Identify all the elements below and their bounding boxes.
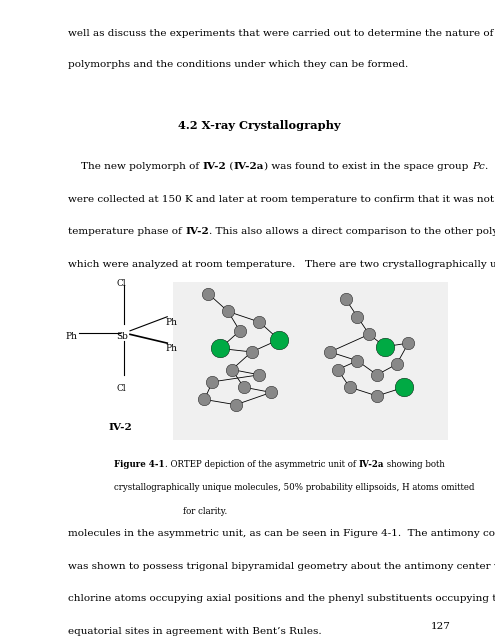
Text: for clarity.: for clarity. (183, 507, 227, 516)
Text: Ph: Ph (165, 344, 177, 353)
Point (353, 356, 361, 366)
Text: The new polymorph of: The new polymorph of (68, 162, 202, 171)
Point (248, 347, 255, 357)
Text: 127: 127 (431, 622, 450, 631)
Text: was shown to possess trigonal bipyramidal geometry about the antimony center wit: was shown to possess trigonal bipyramida… (68, 562, 495, 571)
Point (216, 343, 224, 353)
Text: Cl: Cl (116, 279, 126, 288)
Text: . ORTEP depiction of the asymmetric unit of: . ORTEP depiction of the asymmetric unit… (165, 460, 358, 469)
Text: Sb: Sb (116, 332, 128, 340)
Point (373, 370, 381, 380)
Point (393, 359, 400, 369)
Text: Cl: Cl (116, 385, 126, 394)
Point (373, 391, 381, 401)
Text: IV-2: IV-2 (108, 423, 132, 432)
Point (353, 312, 361, 322)
Text: chlorine atoms occupying axial positions and the phenyl substituents occupying t: chlorine atoms occupying axial positions… (68, 595, 495, 604)
Point (228, 364, 236, 374)
Text: temperature phase of: temperature phase of (68, 227, 185, 236)
Point (267, 387, 275, 397)
Text: molecules in the asymmetric unit, as can be seen in Figure 4-1.  The antimony co: molecules in the asymmetric unit, as can… (68, 529, 495, 538)
Point (224, 307, 232, 317)
Text: were collected at 150 K and later at room temperature to confirm that it was not: were collected at 150 K and later at roo… (68, 195, 495, 204)
Point (346, 382, 353, 392)
Text: . This also allows a direct comparison to the other polymorphs: . This also allows a direct comparison t… (209, 227, 495, 236)
Point (255, 370, 263, 380)
Text: .  Data: . Data (485, 162, 495, 171)
FancyBboxPatch shape (173, 282, 447, 440)
Text: IV-2: IV-2 (202, 162, 226, 171)
Point (381, 342, 389, 352)
Text: IV-2a: IV-2a (234, 162, 264, 171)
Point (326, 347, 334, 357)
Text: polymorphs and the conditions under which they can be formed.: polymorphs and the conditions under whic… (68, 61, 408, 70)
Point (204, 289, 212, 299)
Text: IV-2: IV-2 (185, 227, 209, 236)
Text: Ph: Ph (165, 317, 177, 326)
Point (232, 399, 240, 410)
Text: which were analyzed at room temperature.   There are two crystallographically un: which were analyzed at room temperature.… (68, 260, 495, 269)
Text: Ph: Ph (65, 332, 77, 340)
Text: IV-2a: IV-2a (358, 460, 384, 469)
Point (400, 382, 408, 392)
Point (236, 326, 244, 336)
Text: equatorial sites in agreement with Bent’s Rules.: equatorial sites in agreement with Bent’… (68, 627, 322, 636)
Point (208, 377, 216, 387)
Point (365, 329, 373, 339)
Text: crystallographically unique molecules, 50% probability ellipsoids, H atoms omitt: crystallographically unique molecules, 5… (114, 483, 475, 493)
Text: Pc: Pc (472, 162, 485, 171)
Text: showing both: showing both (384, 460, 445, 469)
Text: (: ( (226, 162, 234, 171)
Point (404, 338, 412, 348)
Point (240, 382, 248, 392)
Point (334, 364, 342, 374)
Point (255, 317, 263, 327)
Text: 4.2 X-ray Crystallography: 4.2 X-ray Crystallography (178, 120, 341, 131)
Text: ) was found to exist in the space group: ) was found to exist in the space group (264, 162, 472, 171)
Point (200, 394, 208, 404)
Text: Figure 4-1: Figure 4-1 (114, 460, 165, 469)
Point (342, 294, 349, 304)
Point (275, 335, 283, 345)
Text: well as discuss the experiments that were carried out to determine the nature of: well as discuss the experiments that wer… (68, 29, 495, 38)
